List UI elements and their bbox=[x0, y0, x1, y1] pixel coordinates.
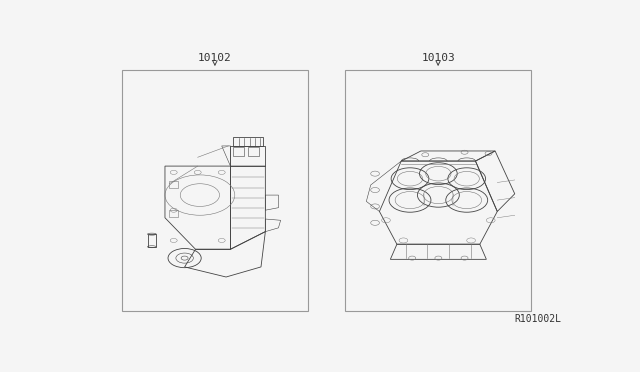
Bar bbox=[170, 181, 178, 187]
Text: 10102: 10102 bbox=[198, 53, 232, 63]
Text: 10103: 10103 bbox=[421, 53, 455, 63]
Bar bbox=[346, 70, 531, 311]
Text: R101002L: R101002L bbox=[514, 314, 561, 324]
Bar bbox=[170, 210, 178, 217]
Bar bbox=[248, 147, 259, 156]
Bar bbox=[122, 70, 308, 311]
Bar bbox=[232, 147, 244, 156]
